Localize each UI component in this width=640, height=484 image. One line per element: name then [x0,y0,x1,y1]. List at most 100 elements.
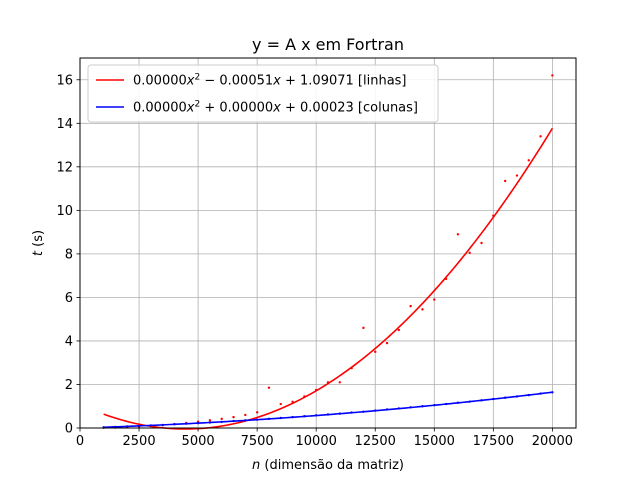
data-point-series-2 [385,408,389,411]
data-point-series-1 [421,308,424,311]
x-axis-label: n (dimensão da matriz) [252,458,404,473]
data-point-series-1 [350,366,353,370]
legend-sign-2: + [281,74,300,89]
data-point-series-1 [397,328,401,332]
data-point-series-1 [539,135,542,138]
y-axis-ticks: 0 2 4 6 8 10 12 14 16 [56,73,80,437]
data-point-series-1 [314,388,318,392]
x-tick-label: 12500 [355,434,396,449]
legend-coef-b: 0.00000 [219,101,273,116]
data-point-series-2 [291,415,294,419]
data-point-series-2 [456,401,460,404]
x-tick-label: 10000 [296,434,337,449]
legend-box [87,64,439,123]
x-tick-label: 2500 [123,434,156,449]
data-point-series-1 [326,381,330,384]
x-tick-label: 15000 [414,434,455,449]
fit-line-series-1 [103,127,554,430]
legend-sign-1: + [200,101,219,116]
data-point-series-2 [433,403,436,407]
data-point-series-2 [350,411,353,414]
legend-coef-b: 0.00051 [219,74,273,89]
data-point-series-2 [492,397,495,401]
y-tick-label: 12 [56,160,73,175]
data-point-series-1 [255,411,259,414]
legend-var: x [186,74,195,89]
data-point-series-2 [185,422,188,425]
data-point-series-2 [374,409,377,412]
data-point-series-1 [492,214,495,217]
data-point-series-1 [385,341,389,345]
data-point-series-2 [137,424,141,428]
y-tick-label: 8 [65,247,73,262]
data-point-series-1 [551,74,554,77]
data-point-series-1 [456,233,460,236]
data-point-series-2 [208,421,212,424]
data-point-series-2 [244,419,247,422]
data-point-series-2 [362,410,365,413]
data-point-series-2 [468,400,471,403]
data-point-series-2 [421,405,424,408]
legend-suffix: [colunas] [354,101,418,116]
data-point-series-2 [409,406,412,409]
data-point-series-2 [173,423,176,426]
y-tick-label: 6 [65,291,73,306]
x-tick-label: 7500 [241,434,274,449]
y-tick-label: 10 [56,204,73,219]
legend-entry-series-2: 0.00000x2 + 0.00000x + 0.00023 [colunas] [133,100,418,116]
legend: 0.00000x2 − 0.00051x + 1.09071 [linhas]0… [87,64,439,123]
y-tick-label: 14 [56,117,73,132]
x-axis-label-text: (dimensão da matriz) [260,458,404,473]
data-point-series-1 [208,419,212,422]
data-point-series-2 [196,422,200,425]
data-point-series-2 [338,412,342,415]
data-point-series-2 [267,417,271,421]
data-point-series-1 [232,415,235,419]
data-point-series-2 [161,423,164,427]
data-points [102,74,554,429]
data-point-series-1 [468,251,471,254]
y-tick-label: 0 [65,422,73,437]
data-point-series-2 [126,425,129,428]
data-point-series-2 [326,413,330,416]
data-point-series-2 [527,393,530,397]
data-point-series-2 [314,414,318,417]
legend-var: x [272,101,281,116]
data-point-series-2 [551,391,554,394]
data-point-series-2 [149,424,153,427]
data-point-series-2 [255,418,259,421]
data-point-series-1 [303,395,306,398]
data-point-series-1 [374,350,377,354]
x-tick-label: 5000 [182,434,215,449]
y-axis-label-text: (s) [31,230,46,251]
data-point-series-1 [480,241,483,245]
data-point-series-1 [444,277,448,281]
data-point-series-1 [503,179,507,183]
data-point-series-2 [220,420,223,424]
legend-exp: 2 [194,100,200,110]
data-point-series-1 [291,400,294,404]
data-point-series-1 [220,417,223,421]
x-axis-label-variable: n [252,458,260,473]
chart-title: y = A x em Fortran [252,35,404,54]
data-point-series-2 [232,419,235,423]
y-tick-label: 2 [65,378,73,393]
legend-coef-a: 0.00000 [133,74,187,89]
data-point-series-2 [397,407,401,410]
data-point-series-2 [503,396,507,399]
data-point-series-1 [267,386,271,389]
data-point-series-1 [527,159,530,162]
data-point-series-2 [444,402,448,406]
x-axis-ticks: 0 2500 5000 7500 10000 12500 15000 17500 20000 [76,428,573,449]
data-point-series-1 [515,174,519,177]
data-point-series-2 [279,416,282,420]
data-point-series-1 [244,413,247,417]
data-point-series-1 [362,326,365,330]
legend-sign-1: − [200,74,219,89]
y-tick-label: 4 [65,334,73,349]
legend-coef-c: 1.09071 [300,74,354,89]
data-point-series-2 [303,415,306,418]
legend-sign-2: + [281,101,300,116]
plot-frame [79,57,577,429]
